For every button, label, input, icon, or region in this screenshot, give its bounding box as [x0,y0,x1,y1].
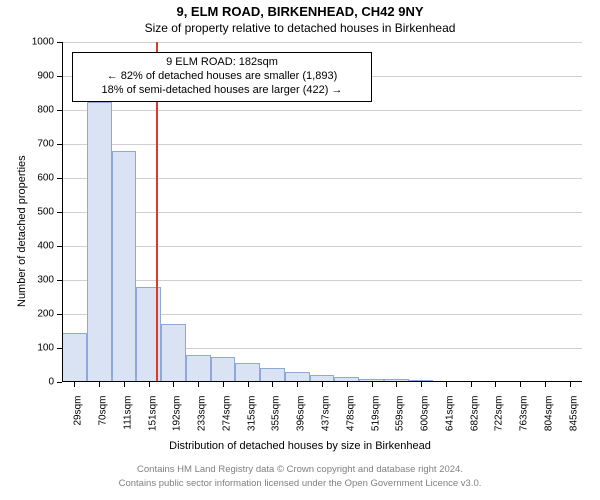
x-tick [173,382,174,387]
chart-figure: 9, ELM ROAD, BIRKENHEAD, CH42 9NY Size o… [0,0,600,500]
x-tick [570,382,571,387]
y-axis-line [62,42,63,382]
y-tick-label: 100 [22,343,54,354]
histogram-bar [112,151,137,382]
x-tick-label: 192sqm [172,396,183,446]
y-tick [57,144,62,145]
x-tick-label: 559sqm [395,396,406,446]
x-tick-label: 600sqm [420,396,431,446]
x-axis-label: Distribution of detached houses by size … [0,440,600,452]
x-tick [322,382,323,387]
x-tick [372,382,373,387]
gridline [62,246,582,247]
gridline [62,280,582,281]
y-tick-label: 300 [22,275,54,286]
x-tick [347,382,348,387]
y-tick-label: 900 [22,71,54,82]
histogram-bar [161,324,186,382]
x-tick [99,382,100,387]
y-tick [57,76,62,77]
gridline [62,110,582,111]
x-tick [421,382,422,387]
x-tick [297,382,298,387]
x-tick [396,382,397,387]
y-tick [57,314,62,315]
x-tick-label: 355sqm [271,396,282,446]
y-tick-label: 800 [22,105,54,116]
x-tick-label: 274sqm [221,396,232,446]
annotation-line-1: 9 ELM ROAD: 182sqm [79,56,365,70]
y-tick [57,110,62,111]
x-tick-label: 641sqm [444,396,455,446]
y-tick-label: 700 [22,139,54,150]
chart-address-title: 9, ELM ROAD, BIRKENHEAD, CH42 9NY [0,4,600,19]
histogram-bar [211,357,236,383]
x-tick [520,382,521,387]
x-tick-label: 722sqm [494,396,505,446]
gridline [62,144,582,145]
gridline [62,212,582,213]
x-tick-label: 845sqm [568,396,579,446]
y-tick [57,42,62,43]
y-tick [57,280,62,281]
x-tick [124,382,125,387]
x-tick [272,382,273,387]
y-tick-label: 200 [22,309,54,320]
x-tick [495,382,496,387]
y-tick-label: 600 [22,173,54,184]
y-tick [57,246,62,247]
gridline [62,178,582,179]
callout-annotation: 9 ELM ROAD: 182sqm ← 82% of detached hou… [72,52,372,102]
annotation-line-3: 18% of semi-detached houses are larger (… [79,84,365,98]
x-tick [223,382,224,387]
x-tick-label: 763sqm [519,396,530,446]
y-tick [57,382,62,383]
histogram-bar [186,355,211,382]
x-tick [248,382,249,387]
x-tick [446,382,447,387]
x-tick-label: 437sqm [321,396,332,446]
x-tick-label: 70sqm [98,396,109,446]
y-tick [57,212,62,213]
y-tick-label: 0 [22,377,54,388]
y-tick [57,178,62,179]
caption-line-2: Contains public sector information licen… [0,478,600,489]
x-tick [198,382,199,387]
histogram-bar [260,368,285,382]
x-tick-label: 804sqm [543,396,554,446]
x-tick-label: 478sqm [345,396,356,446]
y-tick-label: 500 [22,207,54,218]
chart-subtitle: Size of property relative to detached ho… [0,21,600,35]
y-tick-label: 1000 [22,37,54,48]
histogram-bar [62,333,87,382]
x-tick [545,382,546,387]
y-tick [57,348,62,349]
x-tick-label: 682sqm [469,396,480,446]
y-tick-label: 400 [22,241,54,252]
x-tick-label: 111sqm [122,396,133,446]
x-tick-label: 315sqm [246,396,257,446]
histogram-bar [235,363,260,382]
x-tick-label: 151sqm [147,396,158,446]
x-tick [471,382,472,387]
x-tick-label: 519sqm [370,396,381,446]
histogram-bar [87,102,112,383]
x-tick-label: 29sqm [73,396,84,446]
annotation-line-2: ← 82% of detached houses are smaller (1,… [79,70,365,84]
x-tick-label: 233sqm [197,396,208,446]
gridline [62,42,582,43]
x-tick-label: 396sqm [296,396,307,446]
caption-line-1: Contains HM Land Registry data © Crown c… [0,464,600,475]
x-tick [74,382,75,387]
x-tick [149,382,150,387]
